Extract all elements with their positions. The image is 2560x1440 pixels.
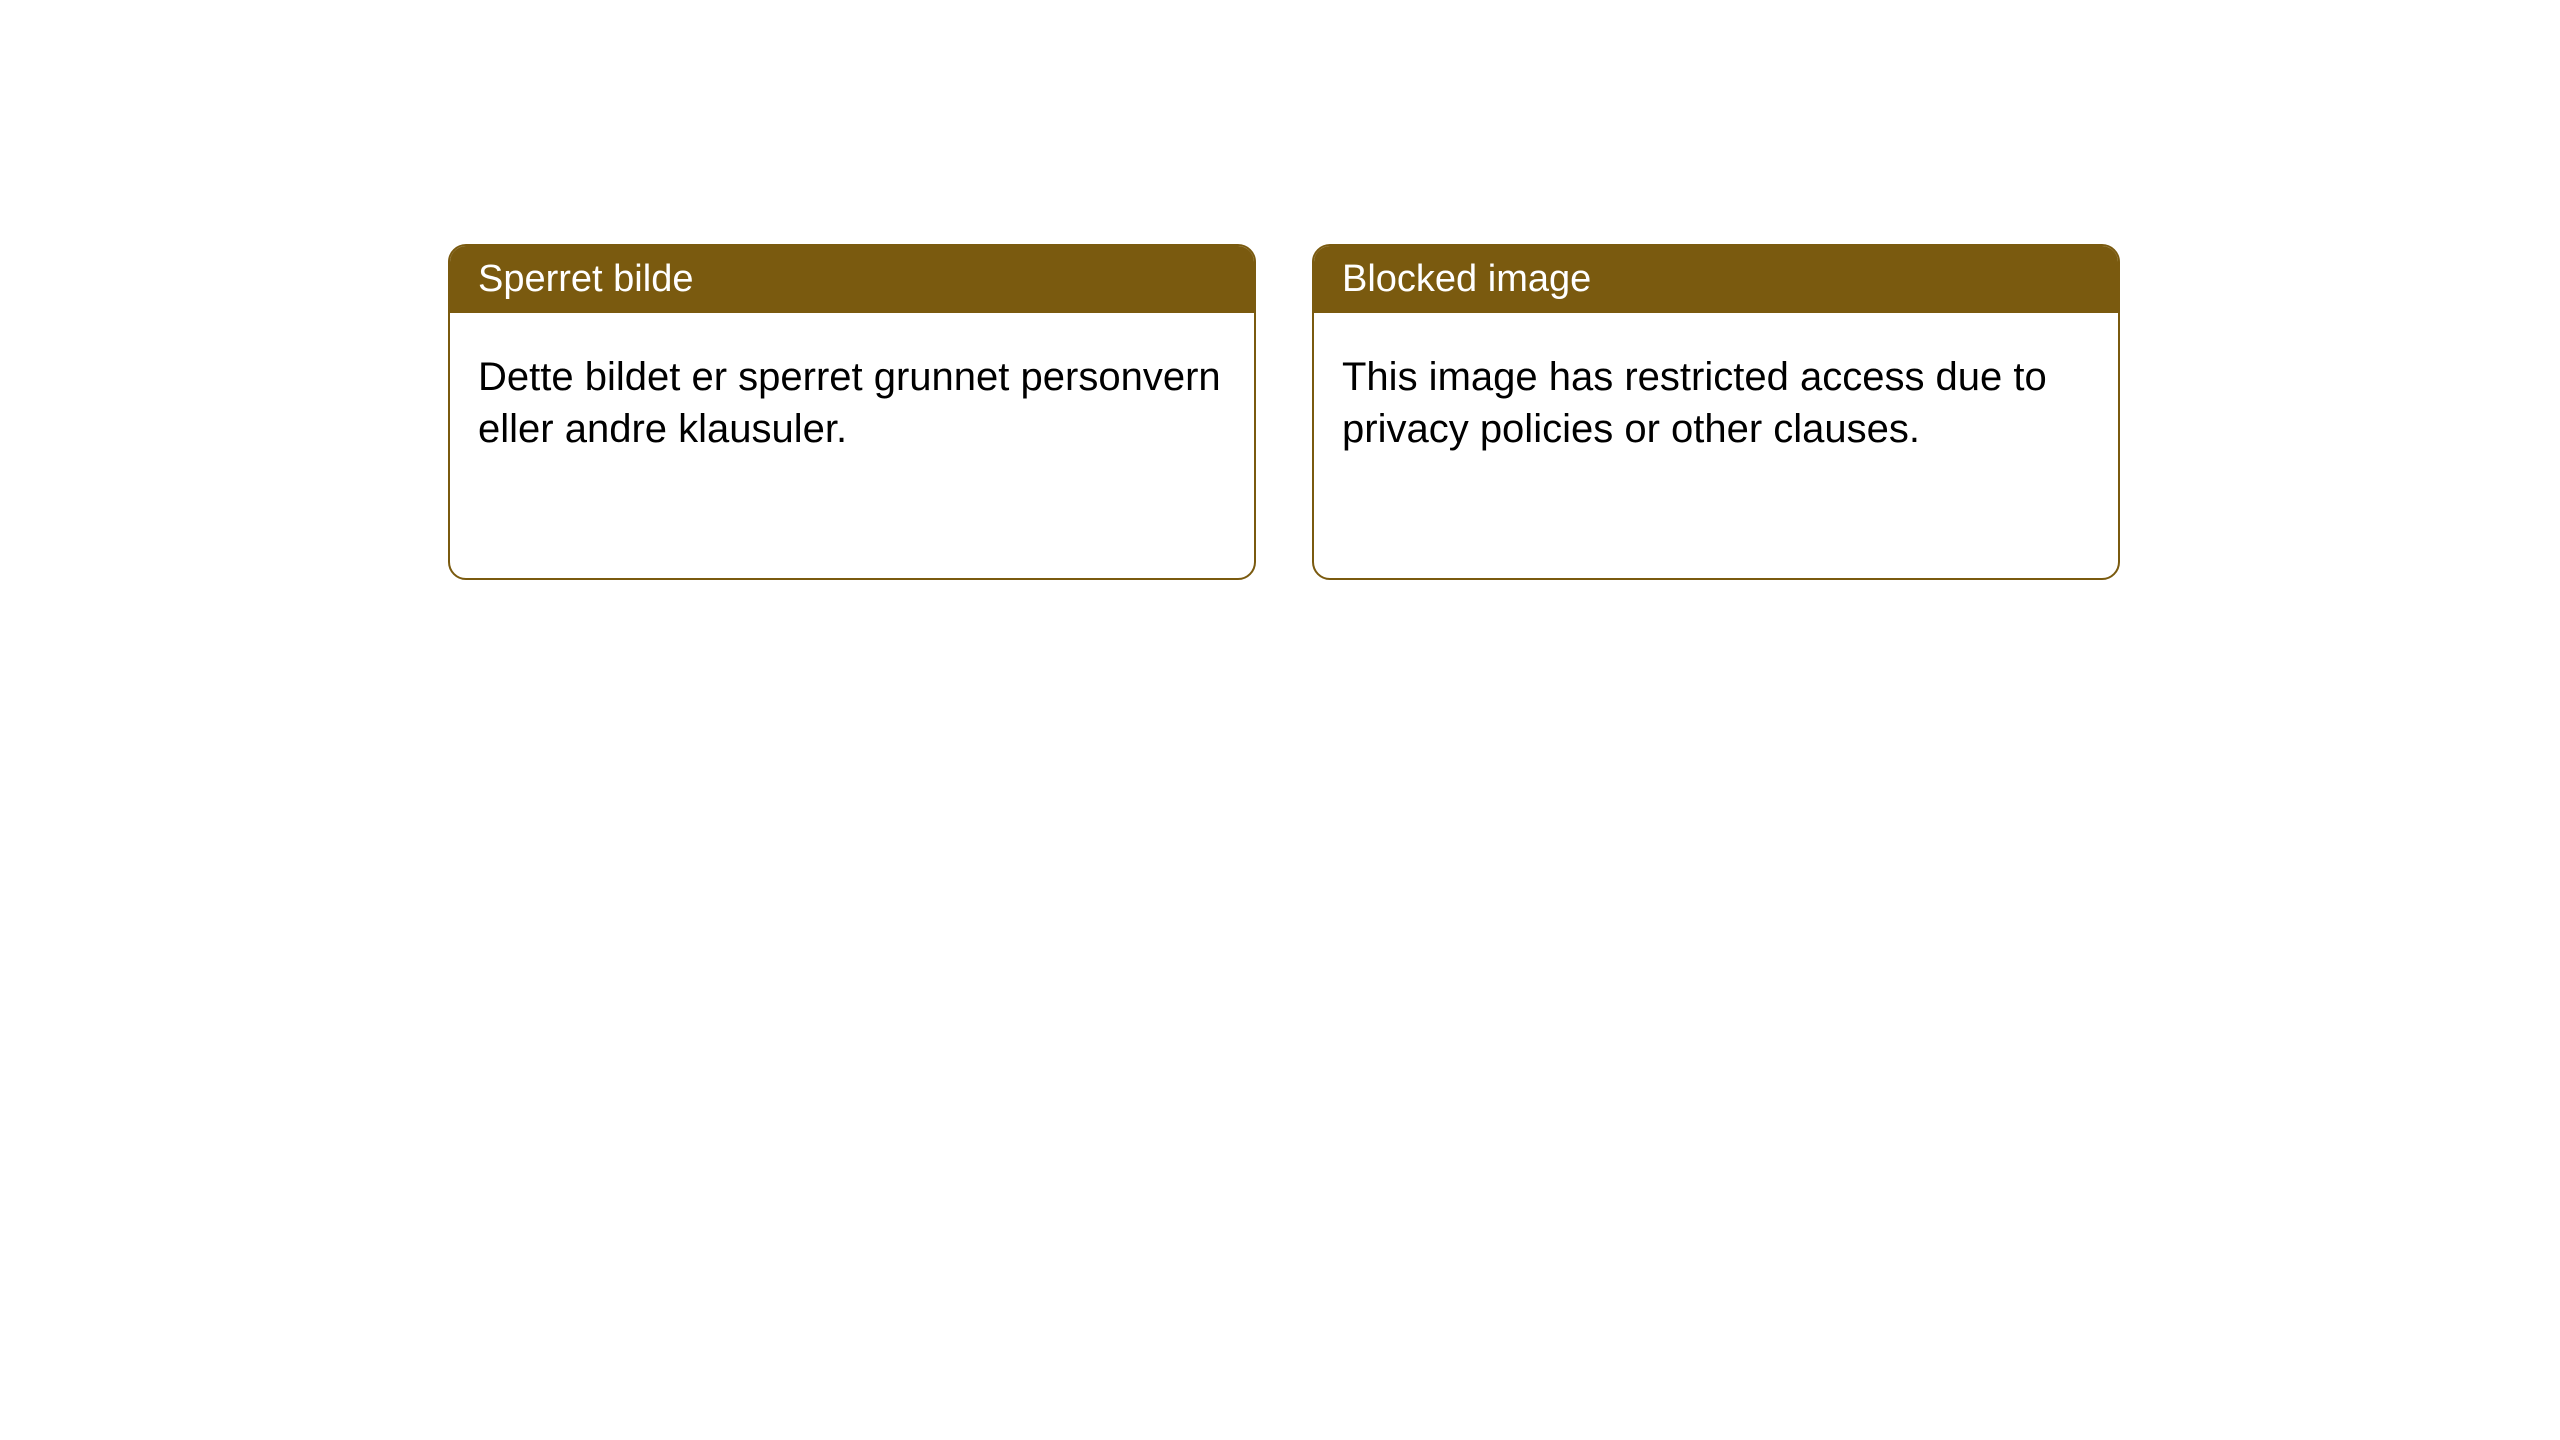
notice-card-title: Sperret bilde [450,246,1254,313]
notice-card-title: Blocked image [1314,246,2118,313]
notice-container: Sperret bilde Dette bildet er sperret gr… [0,0,2560,580]
notice-card-norwegian: Sperret bilde Dette bildet er sperret gr… [448,244,1256,580]
notice-card-body: Dette bildet er sperret grunnet personve… [450,313,1254,493]
notice-card-english: Blocked image This image has restricted … [1312,244,2120,580]
notice-card-body: This image has restricted access due to … [1314,313,2118,493]
